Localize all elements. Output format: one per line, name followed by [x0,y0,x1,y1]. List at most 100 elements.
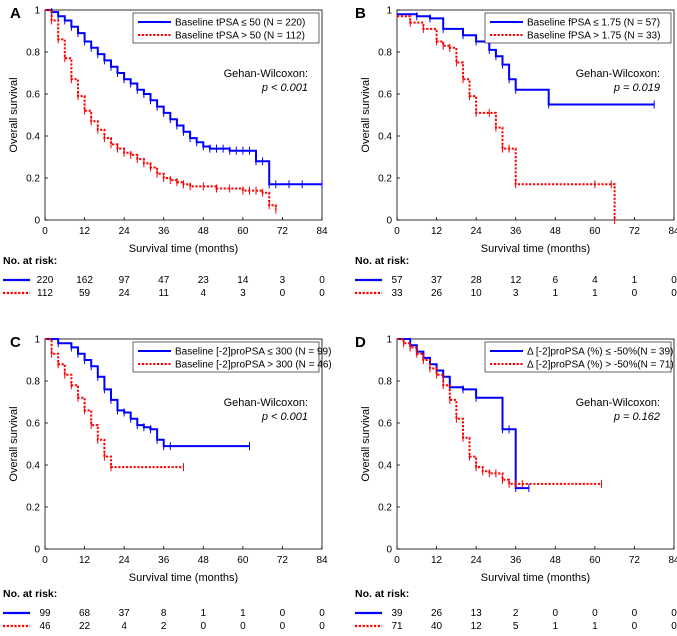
x-tick-label: 0 [394,226,400,237]
risk-count: 12 [471,621,483,632]
risk-table-title: No. at risk: [355,255,409,267]
x-tick-label: 84 [668,226,677,237]
legend-label: Baseline tPSA > 50 (N = 112) [175,31,305,42]
risk-count: 0 [280,288,286,299]
p-value: p = 0.019 [613,82,660,94]
x-tick-label: 84 [668,555,677,566]
risk-count: 14 [237,275,249,286]
y-tick-label: 0.2 [26,174,40,185]
x-tick-label: 12 [79,555,91,566]
risk-count: 47 [158,275,170,286]
risk-count: 162 [76,275,93,286]
legend-box [484,12,672,44]
risk-count: 59 [79,288,91,299]
x-tick-label: 0 [394,555,400,566]
y-tick-label: 1 [386,335,392,346]
risk-count: 1 [201,608,207,619]
x-tick-label: 24 [471,226,483,237]
p-value: p < 0.001 [261,411,308,423]
risk-table-title: No. at risk: [3,255,57,267]
risk-count: 12 [510,275,522,286]
risk-count: 37 [119,608,131,619]
x-tick-label: 84 [316,555,328,566]
test-name: Gehan-Wilcoxon: [224,397,308,409]
legend-label: Baseline fPSA > 1.75 (N = 33) [527,31,660,42]
risk-count: 11 [159,288,170,299]
p-value: p = 0.162 [613,411,660,423]
risk-count: 0 [671,608,677,619]
x-tick-label: 48 [198,555,210,566]
y-tick-label: 0 [386,545,392,556]
test-name: Gehan-Wilcoxon: [576,397,660,409]
y-tick-label: 0.8 [26,377,40,388]
risk-count: 26 [431,608,443,619]
risk-count: 3 [240,288,246,299]
y-tick-label: 0.6 [26,419,40,430]
x-tick-label: 48 [198,226,210,237]
risk-count: 5 [513,621,519,632]
legend-label: Δ [-2]proPSA (%) > -50%(N = 71) [527,360,674,371]
y-tick-label: 0.4 [378,132,392,143]
y-tick-label: 0.6 [378,419,392,430]
y-tick-label: 0.8 [378,377,392,388]
x-tick-label: 12 [431,226,443,237]
risk-count: 0 [592,608,598,619]
x-tick-label: 36 [510,226,522,237]
risk-table-title: No. at risk: [355,588,409,600]
x-tick-label: 72 [277,226,289,237]
risk-count: 0 [671,621,677,632]
plot-frame [396,9,675,221]
risk-count: 0 [280,621,286,632]
y-tick-label: 1 [34,6,40,17]
risk-count: 26 [431,288,443,299]
km-curve-series-2 [45,9,277,210]
legend-label: Baseline fPSA ≤ 1.75 (N = 57) [527,18,660,29]
risk-count: 112 [37,288,53,299]
y-axis-label: Overall survival [8,406,20,481]
plot-frame [44,9,323,221]
risk-count: 0 [671,288,677,299]
risk-count: 0 [319,288,325,299]
plot-frame [396,338,675,550]
plot-frame [44,338,323,550]
x-tick-label: 60 [237,555,249,566]
y-tick-label: 0.8 [378,48,392,59]
x-tick-label: 12 [79,226,91,237]
risk-count: 33 [391,288,403,299]
risk-count: 0 [319,275,325,286]
risk-count: 57 [391,275,403,286]
x-tick-label: 60 [589,226,601,237]
risk-count: 1 [240,608,246,619]
y-tick-label: 0.4 [378,461,392,472]
risk-count: 1 [632,275,638,286]
km-curve-series-2 [45,338,184,469]
legend-label: Baseline [-2]proPSA > 300 (N = 46) [175,360,332,371]
risk-count: 24 [119,288,131,299]
risk-count: 4 [592,275,598,286]
risk-count: 0 [280,608,286,619]
risk-count: 3 [513,288,519,299]
risk-count: 68 [79,608,91,619]
risk-count: 99 [39,608,51,619]
y-axis-label: Overall survival [8,77,20,152]
risk-count: 28 [471,275,483,286]
x-tick-label: 36 [510,555,522,566]
y-tick-label: 0.2 [378,174,392,185]
legend-box [484,341,672,373]
risk-count: 2 [513,608,519,619]
risk-count: 4 [121,621,127,632]
risk-count: 0 [553,608,559,619]
x-tick-label: 36 [158,226,170,237]
risk-count: 0 [319,621,325,632]
km-curve-series-2 [397,15,616,220]
risk-count: 3 [280,275,286,286]
legend-label: Baseline [-2]proPSA ≤ 300 (N = 99) [175,347,331,358]
x-tick-label: 60 [237,226,249,237]
risk-count: 40 [431,621,443,632]
y-axis-label: Overall survival [360,406,372,481]
x-tick-label: 72 [629,555,641,566]
risk-count: 1 [592,621,598,632]
x-tick-label: 48 [550,226,562,237]
